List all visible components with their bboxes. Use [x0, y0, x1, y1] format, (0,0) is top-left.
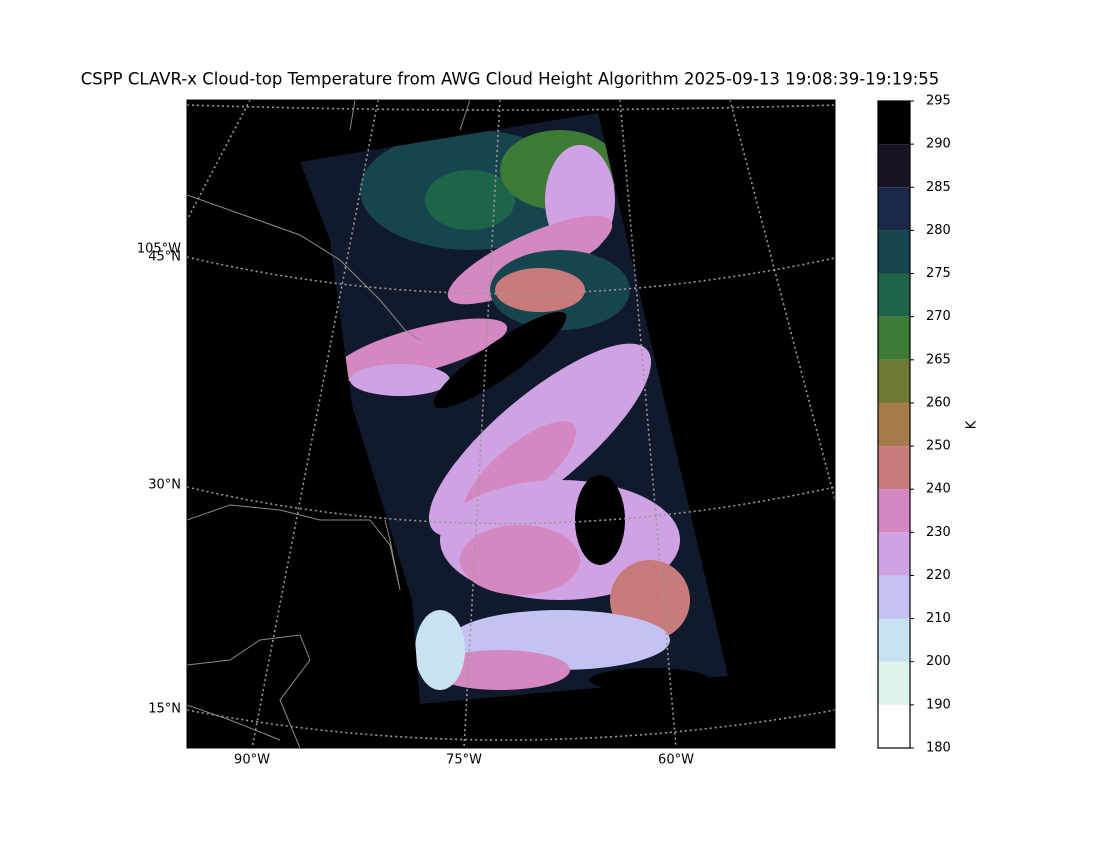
colorbar-tick-label: 280 — [926, 223, 951, 238]
colorbar-segment — [878, 359, 910, 403]
colorbar-segment — [878, 230, 910, 274]
colorbar-segment — [878, 618, 910, 662]
colorbar-tick-label: 285 — [926, 180, 951, 195]
colorbar-segment — [878, 187, 910, 231]
colorbar-tick-label: 250 — [926, 439, 951, 454]
colorbar-tick-label: 270 — [926, 309, 951, 324]
map — [187, 100, 835, 748]
lon-label: 75°W — [446, 753, 482, 768]
map-frame — [186, 99, 836, 749]
colorbar-tick-label: 210 — [926, 611, 951, 626]
colorbar-segment — [878, 273, 910, 317]
colorbar-tick-label: 200 — [926, 654, 951, 669]
colorbar-tick-label: 180 — [926, 741, 951, 756]
colorbar-tick-label: 290 — [926, 137, 951, 152]
lat-label: 15°N — [148, 702, 181, 717]
colorbar-segment — [878, 316, 910, 360]
lat-label: 45°N — [148, 250, 181, 265]
lat-label: 105°W — [137, 242, 181, 257]
colorbar-segment — [878, 532, 910, 576]
colorbar-segment — [878, 489, 910, 533]
colorbar-tick-label: 220 — [926, 568, 951, 583]
colorbar-tick-label: 265 — [926, 352, 951, 367]
lon-label: 60°W — [658, 753, 694, 768]
colorbar-segment — [878, 144, 910, 188]
colorbar-tick-label: 295 — [926, 94, 951, 109]
colorbar-segment — [878, 575, 910, 619]
colorbar-tick-label: 275 — [926, 266, 951, 281]
colorbar-segment — [878, 661, 910, 705]
colorbar-label: K — [965, 420, 980, 429]
colorbar-segment — [878, 402, 910, 447]
lat-label: 30°N — [148, 478, 181, 493]
colorbar-tick-label: 230 — [926, 525, 951, 540]
lon-label: 90°W — [234, 753, 270, 768]
colorbar-tick-label: 190 — [926, 697, 951, 712]
colorbar-tick-label: 240 — [926, 482, 951, 497]
colorbar: 180 190 200 210 220 230 240 250 260 265 270 275 280 2… — [877, 94, 951, 756]
colorbar-segment — [878, 446, 910, 490]
colorbar-frame — [877, 100, 911, 749]
colorbar-segment — [878, 704, 910, 748]
title: CSPP CLAVR-x Cloud-top Temperature from … — [81, 70, 940, 89]
colorbar-tick-label: 260 — [926, 395, 951, 410]
colorbar-segment — [878, 101, 910, 145]
